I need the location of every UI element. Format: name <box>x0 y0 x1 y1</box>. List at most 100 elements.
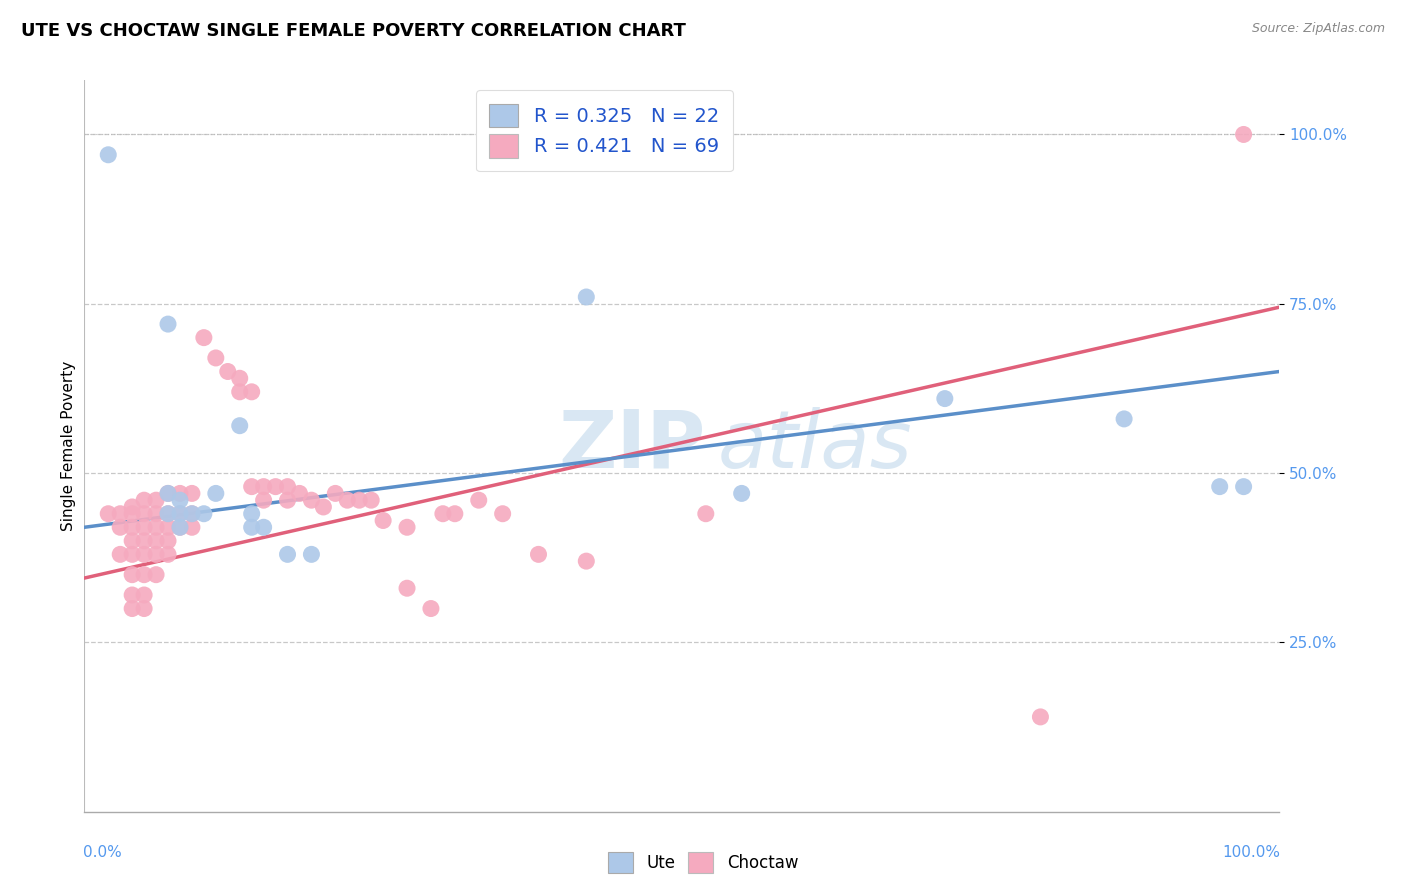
Point <box>1029 710 1052 724</box>
Point <box>121 588 143 602</box>
Point <box>1233 480 1256 494</box>
Point <box>157 486 180 500</box>
Point <box>132 547 156 561</box>
Point <box>396 520 419 534</box>
Text: atlas: atlas <box>718 407 912 485</box>
Point <box>132 507 156 521</box>
Point <box>205 486 228 500</box>
Y-axis label: Single Female Poverty: Single Female Poverty <box>60 361 76 531</box>
Point <box>229 384 252 399</box>
Point <box>1114 412 1136 426</box>
Point <box>264 480 287 494</box>
Point <box>157 507 180 521</box>
Point <box>110 547 132 561</box>
Point <box>145 507 167 521</box>
Point <box>934 392 956 406</box>
Point <box>181 486 204 500</box>
Point <box>325 486 347 500</box>
Text: 100.0%: 100.0% <box>1223 845 1281 860</box>
Point <box>169 507 191 521</box>
Point <box>575 290 598 304</box>
Point <box>288 486 311 500</box>
Point <box>110 507 132 521</box>
Point <box>301 547 323 561</box>
Point <box>181 507 204 521</box>
Point <box>121 533 143 548</box>
Point <box>695 507 717 521</box>
Point <box>181 507 204 521</box>
Point <box>229 418 252 433</box>
Point <box>205 351 228 365</box>
Point <box>121 567 143 582</box>
Point <box>444 507 467 521</box>
Point <box>145 493 167 508</box>
Point <box>132 520 156 534</box>
Point <box>169 507 191 521</box>
Point <box>132 588 156 602</box>
Text: UTE VS CHOCTAW SINGLE FEMALE POVERTY CORRELATION CHART: UTE VS CHOCTAW SINGLE FEMALE POVERTY COR… <box>21 22 686 40</box>
Legend: R = 0.325   N = 22, R = 0.421   N = 69: R = 0.325 N = 22, R = 0.421 N = 69 <box>475 90 733 171</box>
Point <box>360 493 382 508</box>
Point <box>1233 128 1256 142</box>
Point <box>97 507 120 521</box>
Point <box>145 547 167 561</box>
Point <box>157 317 180 331</box>
Point <box>396 581 419 595</box>
Point <box>132 601 156 615</box>
Point <box>349 493 371 508</box>
Point <box>157 507 180 521</box>
Point <box>240 480 263 494</box>
Point <box>121 547 143 561</box>
Point <box>420 601 443 615</box>
Point <box>145 567 167 582</box>
Point <box>373 514 395 528</box>
Point <box>527 547 550 561</box>
Point <box>157 486 180 500</box>
Point <box>110 520 132 534</box>
Point <box>240 520 263 534</box>
Text: 0.0%: 0.0% <box>83 845 122 860</box>
Point <box>240 507 263 521</box>
Point <box>253 493 276 508</box>
Point <box>121 500 143 514</box>
Point <box>301 493 323 508</box>
Point <box>193 331 215 345</box>
Point <box>145 533 167 548</box>
Point <box>97 148 120 162</box>
Point <box>336 493 359 508</box>
Point <box>277 480 299 494</box>
Point <box>169 493 191 508</box>
Point <box>157 547 180 561</box>
Point <box>132 493 156 508</box>
Text: ZIP: ZIP <box>558 407 706 485</box>
Point <box>169 486 191 500</box>
Point <box>181 520 204 534</box>
Point <box>229 371 252 385</box>
Point <box>145 520 167 534</box>
Point <box>432 507 454 521</box>
Point <box>169 520 191 534</box>
Point <box>193 507 215 521</box>
Point <box>121 601 143 615</box>
Point <box>468 493 491 508</box>
Point <box>731 486 754 500</box>
Point <box>1209 480 1232 494</box>
Text: Source: ZipAtlas.com: Source: ZipAtlas.com <box>1251 22 1385 36</box>
Point <box>253 480 276 494</box>
Point <box>277 547 299 561</box>
Point <box>575 554 598 568</box>
Point <box>132 567 156 582</box>
Point <box>132 533 156 548</box>
Legend: Ute, Choctaw: Ute, Choctaw <box>602 846 804 880</box>
Point <box>157 520 180 534</box>
Point <box>492 507 515 521</box>
Point <box>121 507 143 521</box>
Point <box>240 384 263 399</box>
Point <box>169 520 191 534</box>
Point <box>312 500 335 514</box>
Point <box>217 364 239 378</box>
Point <box>121 520 143 534</box>
Point <box>277 493 299 508</box>
Point <box>157 533 180 548</box>
Point <box>253 520 276 534</box>
